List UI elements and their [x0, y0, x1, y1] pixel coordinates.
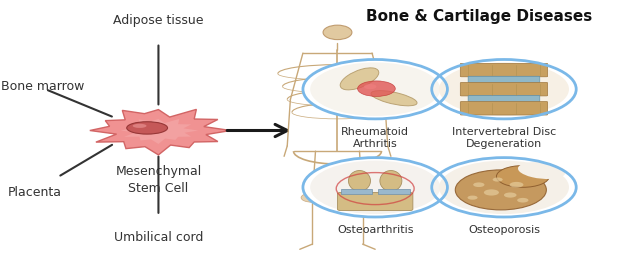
- FancyBboxPatch shape: [460, 63, 548, 77]
- Text: Adipose tissue: Adipose tissue: [113, 14, 204, 27]
- Ellipse shape: [439, 62, 569, 116]
- Text: Bone marrow: Bone marrow: [1, 80, 85, 93]
- Text: Mesenchymal
Stem Cell: Mesenchymal Stem Cell: [115, 165, 201, 195]
- Polygon shape: [379, 189, 410, 194]
- Circle shape: [301, 193, 324, 202]
- FancyBboxPatch shape: [460, 102, 548, 115]
- Text: Rheumatoid
Arthritis: Rheumatoid Arthritis: [341, 127, 409, 149]
- Text: Placenta: Placenta: [8, 186, 62, 199]
- Circle shape: [504, 192, 517, 198]
- Text: Osteoporosis: Osteoporosis: [468, 225, 540, 235]
- Ellipse shape: [323, 25, 352, 40]
- Text: Osteoarthritis: Osteoarthritis: [337, 225, 413, 235]
- Ellipse shape: [133, 124, 146, 128]
- Polygon shape: [90, 109, 231, 155]
- Ellipse shape: [348, 170, 370, 191]
- Circle shape: [468, 195, 478, 200]
- Circle shape: [517, 198, 529, 203]
- Text: Intervertebral Disc
Degeneration: Intervertebral Disc Degeneration: [452, 127, 556, 149]
- Circle shape: [432, 60, 576, 119]
- Text: Umbilical cord: Umbilical cord: [114, 231, 203, 244]
- Polygon shape: [341, 189, 372, 194]
- Circle shape: [473, 182, 485, 187]
- FancyBboxPatch shape: [468, 76, 540, 83]
- Circle shape: [493, 177, 503, 182]
- Circle shape: [497, 166, 549, 187]
- Circle shape: [358, 81, 395, 96]
- Circle shape: [364, 84, 377, 89]
- Polygon shape: [121, 119, 198, 144]
- Ellipse shape: [127, 122, 168, 134]
- Ellipse shape: [371, 91, 417, 106]
- Circle shape: [303, 60, 447, 119]
- Circle shape: [510, 182, 524, 188]
- FancyBboxPatch shape: [468, 95, 540, 102]
- Circle shape: [351, 193, 374, 202]
- Ellipse shape: [439, 161, 569, 214]
- Ellipse shape: [310, 62, 440, 116]
- Ellipse shape: [518, 162, 565, 179]
- Ellipse shape: [310, 161, 440, 214]
- Ellipse shape: [380, 170, 402, 191]
- Circle shape: [484, 189, 499, 195]
- Ellipse shape: [340, 68, 379, 90]
- FancyBboxPatch shape: [460, 82, 548, 96]
- Circle shape: [432, 158, 576, 217]
- Text: Bone & Cartilage Diseases: Bone & Cartilage Diseases: [366, 9, 592, 24]
- Circle shape: [303, 158, 447, 217]
- Ellipse shape: [456, 170, 546, 210]
- FancyBboxPatch shape: [338, 192, 413, 211]
